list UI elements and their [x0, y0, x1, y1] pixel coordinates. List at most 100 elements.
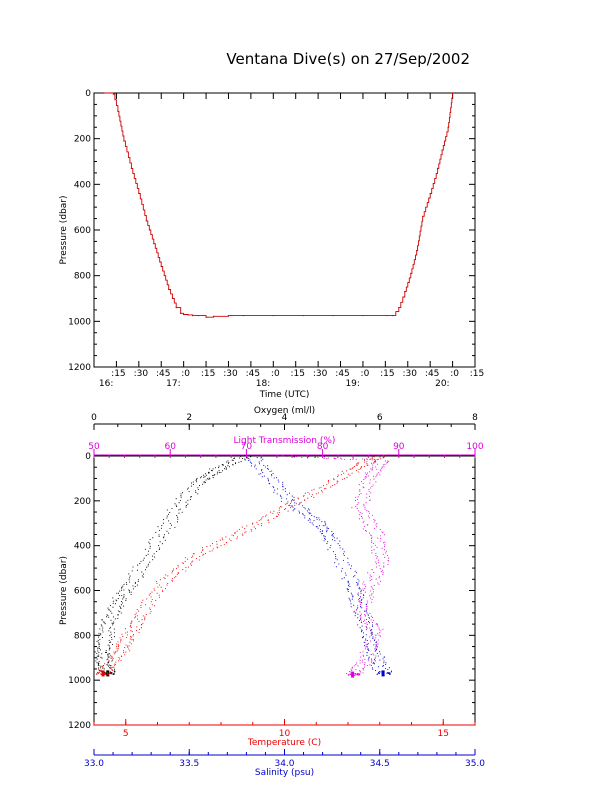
- chart2-data-point: [371, 658, 373, 660]
- chart2-data-point: [216, 543, 218, 545]
- chart2-data-point: [159, 584, 161, 586]
- chart2-data-point: [362, 458, 364, 460]
- chart2-data-point: [360, 516, 363, 518]
- chart2-data-point: [330, 544, 332, 547]
- chart2-data-point: [276, 516, 278, 518]
- chart2-data-point: [363, 641, 365, 643]
- chart2-data-point: [348, 583, 350, 585]
- chart1-x-tick-label: :45: [246, 369, 260, 379]
- chart2-data-point: [357, 605, 359, 607]
- chart2-data-point: [133, 634, 135, 636]
- chart2-data-point: [359, 617, 362, 619]
- chart2-data-point: [367, 572, 369, 574]
- chart2-data-point: [282, 486, 284, 488]
- chart2-data-point: [110, 633, 112, 635]
- chart2-data-point: [99, 638, 101, 641]
- chart2-data-point: [358, 468, 360, 470]
- chart2-data-point: [123, 652, 125, 654]
- chart2-data-point: [117, 648, 119, 650]
- chart2-data-point: [103, 622, 105, 624]
- chart2-data-point: [371, 459, 373, 461]
- chart2-data-point: [355, 609, 357, 611]
- chart2-data-point: [304, 499, 306, 501]
- chart2-data-point: [309, 521, 311, 523]
- chart2-y-tick-label: 1000: [68, 676, 91, 686]
- chart2-data-point: [349, 671, 351, 673]
- chart2-data-point: [120, 608, 122, 610]
- chart2-data-point: [122, 598, 124, 600]
- chart2-data-point: [373, 461, 375, 463]
- chart2-data-point: [216, 546, 218, 548]
- chart2-data-point: [152, 559, 154, 561]
- chart2-data-point: [346, 477, 348, 479]
- chart2-data-point: [378, 670, 381, 672]
- chart2-data-point: [137, 610, 140, 612]
- chart2-data-point: [301, 456, 303, 459]
- chart2-data-point: [298, 510, 300, 512]
- light-transmission-axis-label: Light Transmission (%): [234, 436, 336, 446]
- chart2-data-point: [310, 512, 312, 514]
- chart2-data-point: [357, 498, 359, 501]
- chart2-data-point: [126, 636, 128, 639]
- chart2-data-point: [317, 492, 319, 494]
- chart2-data-point: [360, 656, 362, 658]
- chart2-data-point: [382, 457, 384, 459]
- chart2-data-point: [120, 639, 122, 642]
- chart2-data-point: [119, 590, 121, 592]
- chart2-data-point: [350, 565, 352, 567]
- chart2-data-point: [149, 545, 151, 547]
- chart2-data-point: [360, 492, 362, 495]
- chart2-data-point: [384, 534, 386, 536]
- chart2-data-point: [159, 541, 161, 543]
- chart2-data-point: [372, 637, 374, 639]
- chart2-data-point: [98, 647, 101, 650]
- chart2-data-point: [158, 534, 160, 536]
- chart2-data-point: [384, 463, 386, 465]
- chart2-data-point: [113, 628, 115, 630]
- chart2-data-point: [210, 469, 213, 471]
- chart2-data-point: [373, 478, 375, 480]
- chart2-data-point: [185, 501, 187, 503]
- chart1-data-point: [205, 316, 207, 318]
- chart2-data-point: [361, 637, 363, 639]
- chart2-data-point: [381, 466, 383, 468]
- chart2-data-point: [357, 582, 359, 584]
- chart2-data-point: [349, 468, 351, 470]
- chart1-x-tick-label: :0: [181, 369, 190, 379]
- chart2-data-point: [357, 607, 359, 609]
- chart2-endpoint-marker: [381, 670, 385, 677]
- chart2-data-point: [313, 520, 315, 522]
- chart2-data-point: [149, 612, 151, 614]
- chart2-data-point: [152, 537, 154, 539]
- oxygen-axis-label: Oxygen (ml/l): [254, 406, 315, 416]
- chart2-data-point: [343, 478, 346, 480]
- chart2-data-point: [360, 602, 363, 604]
- chart2-data-point: [334, 540, 336, 542]
- chart2-data-point: [244, 532, 246, 534]
- chart1-data-point: [392, 315, 394, 317]
- chart2-data-point: [366, 476, 368, 478]
- chart2-data-point: [363, 505, 365, 507]
- chart2-data-point: [350, 468, 352, 470]
- chart2-data-point: [375, 524, 377, 526]
- chart2-data-point: [388, 672, 390, 674]
- chart2-data-point: [336, 480, 338, 482]
- chart2-data-point: [110, 631, 112, 633]
- chart2-data-point: [226, 542, 228, 544]
- chart2-data-point: [262, 458, 264, 460]
- chart1-data-point: [168, 288, 170, 290]
- chart2-data-point: [366, 622, 368, 624]
- chart2-data-point: [361, 607, 363, 609]
- chart2-series-temperature-c: [96, 454, 386, 677]
- chart1-x-tick-label: :30: [223, 369, 238, 379]
- chart2-data-point: [123, 605, 125, 607]
- chart2-data-point: [253, 526, 255, 528]
- chart1-x-tick-label: :15: [111, 369, 125, 379]
- chart2-data-point: [112, 602, 114, 604]
- chart2-data-point: [375, 670, 377, 672]
- chart2-data-point: [357, 598, 360, 601]
- chart1-data-point: [362, 315, 364, 317]
- chart1-data-point: [145, 220, 147, 222]
- chart2-data-point: [362, 669, 364, 671]
- chart2-data-point: [288, 504, 290, 506]
